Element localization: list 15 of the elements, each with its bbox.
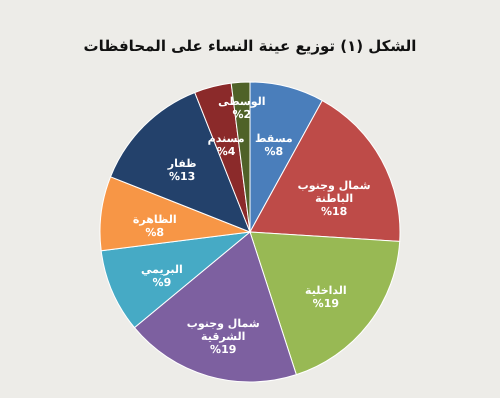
data-label: %19 bbox=[210, 343, 236, 356]
chart-title: الشكل (١) توزيع عينة النساء على المحافظات bbox=[84, 37, 416, 55]
data-label: %13 bbox=[168, 170, 196, 184]
slice-label: الداخلية bbox=[305, 284, 347, 297]
data-label: %19 bbox=[312, 296, 340, 310]
data-label: %8 bbox=[264, 145, 284, 158]
slice-label: مسقط bbox=[255, 132, 293, 146]
data-label: %9 bbox=[152, 276, 172, 290]
slice-label: شمال وجنوب الشرقية bbox=[186, 317, 260, 344]
slice-label: الظاهرة bbox=[132, 212, 177, 226]
data-label: %8 bbox=[145, 226, 164, 239]
slice-label: ظفار bbox=[166, 157, 196, 170]
slice-label: شمال وجنوب الباطنة bbox=[298, 178, 371, 205]
data-label: %18 bbox=[320, 204, 348, 218]
slice-label: البريمي bbox=[140, 263, 183, 276]
